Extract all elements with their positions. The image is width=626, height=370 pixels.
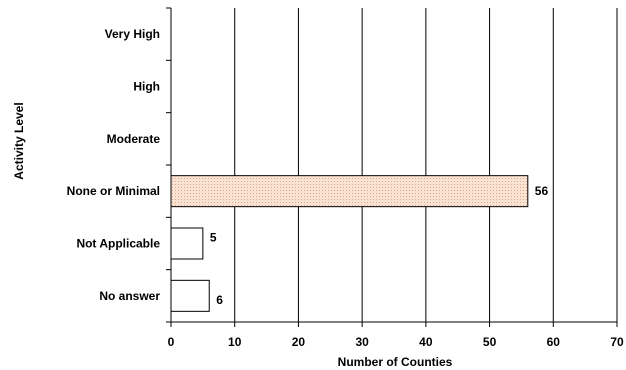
x-tick-label-40: 40 xyxy=(419,335,433,349)
category-label-none-or-minimal: None or Minimal xyxy=(67,184,160,198)
category-label-no-answer: No answer xyxy=(99,289,160,303)
data-label-not-applicable: 5 xyxy=(210,231,217,245)
bars xyxy=(170,175,529,312)
x-axis-title: Number of Counties xyxy=(338,355,453,369)
gridlines xyxy=(234,8,618,322)
x-tick-label-20: 20 xyxy=(292,335,306,349)
category-label-not-applicable: Not Applicable xyxy=(76,237,160,251)
category-label-very-high: Very High xyxy=(105,27,160,41)
category-label-high: High xyxy=(133,80,160,94)
data-label-none-or-minimal: 56 xyxy=(535,184,549,198)
x-tick-label-70: 70 xyxy=(610,335,624,349)
labels: 0 10 20 30 40 50 60 70 Very High High Moderate None… xyxy=(67,27,624,349)
bar-none-or-minimal xyxy=(170,175,529,208)
bar-no-answer xyxy=(170,279,210,312)
category-label-moderate: Moderate xyxy=(107,132,161,146)
x-tick-label-10: 10 xyxy=(228,335,242,349)
x-tick-label-0: 0 xyxy=(168,335,175,349)
axes xyxy=(166,7,618,327)
bar-not-applicable xyxy=(170,227,204,260)
x-tick-label-30: 30 xyxy=(355,335,369,349)
x-tick-label-60: 60 xyxy=(547,335,561,349)
y-axis-title: Activity Level xyxy=(12,102,26,179)
data-label-no-answer: 6 xyxy=(216,293,223,307)
x-tick-label-50: 50 xyxy=(483,335,497,349)
